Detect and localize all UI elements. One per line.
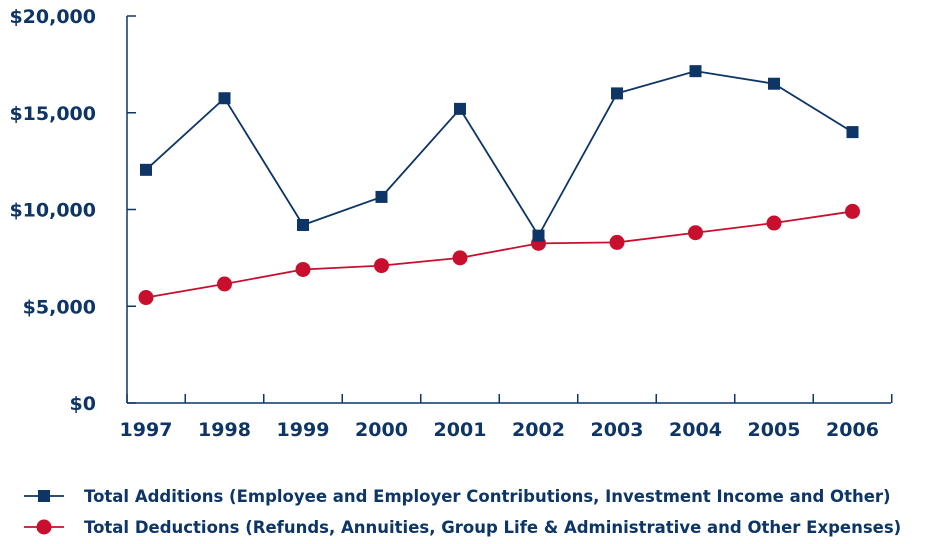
- x-tick-label: 2001: [434, 419, 487, 441]
- x-tick-label: 2000: [355, 419, 408, 441]
- data-point-square: [140, 163, 152, 176]
- data-point-circle: [688, 225, 703, 241]
- series-total-additions: [140, 65, 859, 242]
- data-point-circle: [138, 290, 154, 306]
- y-tick-label: $5,000: [23, 296, 96, 318]
- axes: $0$5,000$10,000$15,000$20,000 1997 1998 19…: [9, 6, 893, 441]
- data-point-square: [768, 77, 780, 90]
- data-point-circle: [766, 215, 782, 231]
- x-tick-label: 1999: [277, 419, 330, 441]
- data-point-square: [611, 87, 623, 100]
- y-tick-label: $20,000: [9, 6, 96, 28]
- legend-label: Total Additions (Employee and Employer C…: [84, 487, 891, 506]
- series-total-deductions: [138, 203, 860, 306]
- series-layer: [138, 65, 860, 306]
- legend-item: Total Additions (Employee and Employer C…: [24, 487, 891, 506]
- legend-marker-circle: [36, 519, 52, 535]
- data-point-square: [454, 102, 466, 115]
- data-point-circle: [295, 261, 311, 277]
- data-point-circle: [452, 250, 468, 266]
- data-point-square: [846, 126, 859, 139]
- data-point-square: [532, 229, 545, 242]
- x-ticks: 1997 1998 1999 2000 2001 2002 2003 2004 2005 2006: [120, 394, 893, 441]
- legend: Total Additions (Employee and Employer C…: [24, 487, 901, 537]
- data-point-square: [297, 218, 309, 231]
- x-tick-label: 2002: [512, 419, 565, 441]
- data-point-circle: [374, 258, 389, 274]
- data-point-square: [218, 92, 231, 105]
- x-tick-label: 2003: [591, 419, 644, 441]
- y-ticks: $0 $5,000 $10,000 $15,000 $20,000: [9, 6, 136, 415]
- x-tick-label: 1997: [120, 419, 173, 441]
- x-tick-label: 1998: [198, 419, 251, 441]
- series-line: [145, 70, 853, 238]
- x-tick-label: 2004: [669, 419, 722, 441]
- series-line: [145, 210, 853, 299]
- legend-label: Total Deductions (Refunds, Annuities, Gr…: [84, 518, 901, 537]
- data-point-circle: [217, 276, 232, 292]
- x-tick-label: 2005: [748, 419, 801, 441]
- y-tick-label: $0: [70, 393, 96, 415]
- legend-marker-square: [38, 490, 50, 502]
- y-tick-label: $10,000: [9, 200, 96, 222]
- legend-item: Total Deductions (Refunds, Annuities, Gr…: [24, 518, 901, 537]
- x-tick-label: 2006: [826, 419, 879, 441]
- y-tick-label: $15,000: [9, 103, 96, 125]
- data-point-circle: [609, 234, 625, 250]
- data-point-square: [375, 190, 388, 203]
- data-point-circle: [845, 203, 860, 219]
- data-point-square: [689, 65, 702, 78]
